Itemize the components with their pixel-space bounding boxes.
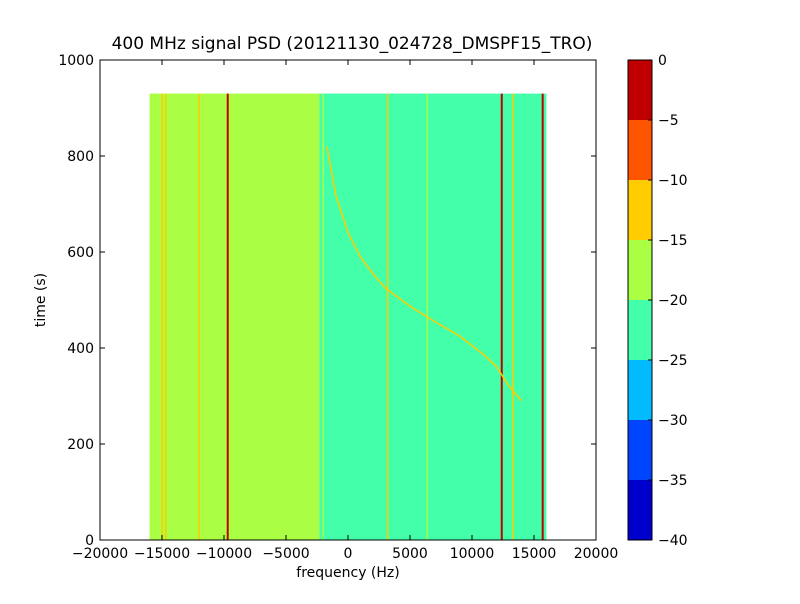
x-axis-label: frequency (Hz): [296, 565, 399, 581]
y-tick-label: 0: [85, 533, 94, 549]
x-tick-label: 15000: [512, 546, 557, 562]
colorbar-band: [628, 420, 652, 480]
colorbar-tick-label: −35: [658, 473, 688, 489]
x-tick-label: 10000: [450, 546, 495, 562]
x-tick-label: 20000: [574, 546, 619, 562]
colorbar: 0 −5 −10 −15 −20 −25 −30 −35 −40: [627, 53, 688, 549]
chart-title: 400 MHz signal PSD (20121130_024728_DMSP…: [112, 34, 593, 54]
x-tick-label: −15000: [134, 546, 190, 562]
y-tick-label: 1000: [58, 53, 94, 69]
x-axis: −20000 −15000 −10000 −5000 0 5000 10000 15000 20…: [72, 60, 618, 562]
background-region: [319, 93, 547, 540]
colorbar-tick-label: −25: [658, 353, 688, 369]
y-tick-label: 200: [67, 437, 94, 453]
colorbar-tick-label: −10: [658, 173, 688, 189]
colorbar-band: [628, 120, 652, 180]
x-tick-label: 0: [344, 546, 353, 562]
x-tick-label: −10000: [196, 546, 252, 562]
x-tick-label: 5000: [392, 546, 428, 562]
colorbar-tick-label: −40: [658, 533, 688, 549]
colorbar-tick-label: −5: [658, 113, 679, 129]
y-tick-label: 400: [67, 341, 94, 357]
y-axis-label: time (s): [33, 273, 49, 327]
x-tick-label: −20000: [72, 546, 128, 562]
doppler-trace: [326, 146, 523, 402]
colorbar-tick-label: −30: [658, 413, 688, 429]
y-axis: 0 200 400 600 800 1000: [58, 53, 596, 549]
x-tick-label: −5000: [262, 546, 309, 562]
colorbar-band: [628, 360, 652, 420]
colorbar-tick-label: 0: [658, 53, 667, 69]
background-region: [149, 93, 320, 540]
y-tick-label: 800: [67, 149, 94, 165]
colorbar-band: [628, 480, 652, 540]
y-tick-label: 600: [67, 245, 94, 261]
colorbar-band: [628, 240, 652, 300]
colorbar-tick-label: −20: [658, 293, 688, 309]
colorbar-band: [628, 300, 652, 360]
colorbar-tick-label: −15: [658, 233, 688, 249]
colorbar-band: [628, 60, 652, 120]
colorbar-band: [628, 180, 652, 240]
